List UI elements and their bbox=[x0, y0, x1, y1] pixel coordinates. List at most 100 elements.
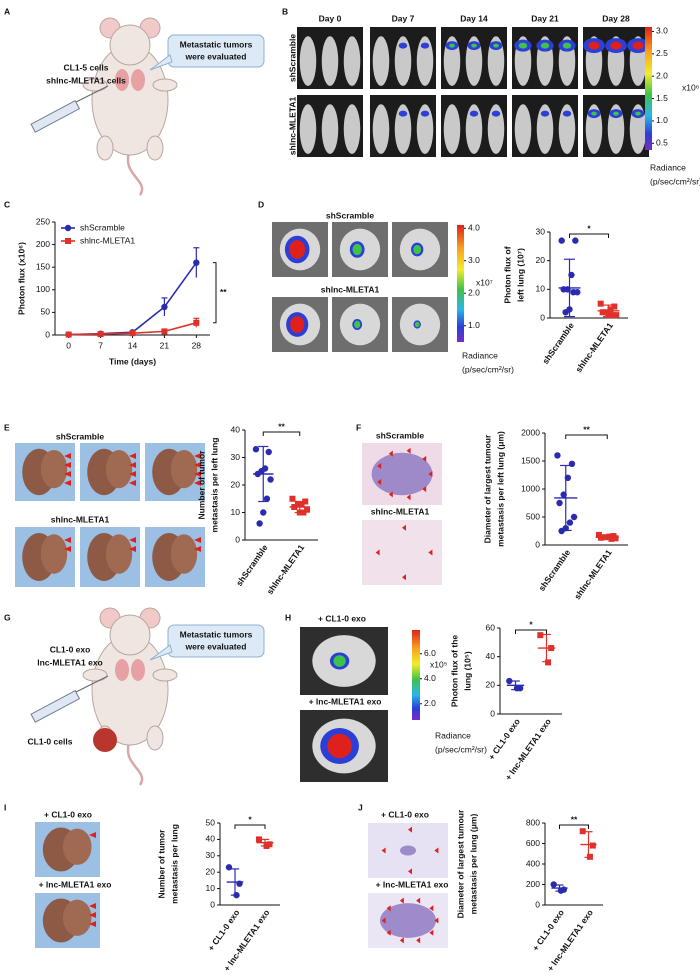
cell-label: CL1-0 cells bbox=[28, 736, 73, 746]
arrowhead bbox=[399, 937, 404, 944]
ivis-signal bbox=[449, 43, 455, 48]
colorbar-label: Radiance bbox=[650, 162, 686, 172]
ivis-signal bbox=[562, 110, 572, 117]
y-axis-label: Photon flux of bbox=[502, 246, 512, 303]
arrowhead bbox=[64, 546, 71, 552]
arrowhead bbox=[194, 480, 201, 486]
colorbar-tick-label: 3.0 bbox=[468, 255, 480, 265]
y-tick-label: 250 bbox=[36, 216, 50, 226]
cell-label: shlnc-MLETA1 cells bbox=[46, 75, 126, 85]
ivis-mouse bbox=[343, 36, 361, 86]
data-point bbox=[129, 330, 136, 337]
group-label: shScramble bbox=[376, 430, 424, 440]
data-point bbox=[607, 306, 614, 313]
x-tick-label: shlnc-MLETA1 bbox=[573, 320, 615, 374]
day-label: Day 0 bbox=[319, 13, 342, 23]
arrowhead bbox=[129, 462, 136, 468]
lung-tissue bbox=[105, 449, 133, 489]
significance-bracket bbox=[262, 431, 301, 436]
mouse-leg bbox=[152, 78, 178, 92]
data-point bbox=[161, 303, 168, 311]
y-tick-label: 10 bbox=[206, 883, 216, 893]
arrowhead bbox=[194, 471, 201, 477]
arrowhead bbox=[194, 546, 201, 552]
data-point bbox=[256, 520, 263, 527]
legend-marker bbox=[65, 238, 71, 244]
colorbar-tick-label: 1.5 bbox=[656, 93, 668, 103]
y-axis-label: metastasis per lung (μm) bbox=[468, 814, 478, 915]
panel-letter: D bbox=[258, 199, 264, 209]
ivis-signal bbox=[518, 42, 528, 49]
arrowhead bbox=[406, 494, 411, 501]
colorbar-tick-label: 4.0 bbox=[424, 673, 436, 683]
ivis-signal bbox=[613, 111, 619, 116]
y-axis-label: lung (10⁵) bbox=[462, 651, 472, 691]
colorbar-label: Radiance bbox=[435, 730, 471, 740]
y-tick-label: 40 bbox=[231, 424, 241, 434]
colorbar-scale: x10⁵ bbox=[430, 659, 447, 669]
x-tick-label: + CL1-0 exo bbox=[486, 717, 522, 762]
colorbar-tick-label: 1.0 bbox=[656, 115, 668, 125]
significance-bracket bbox=[234, 824, 266, 829]
day-label: Day 7 bbox=[392, 13, 415, 23]
y-axis-label: Photon flux (x10⁶) bbox=[16, 242, 26, 315]
ivis-mouse bbox=[299, 104, 317, 154]
mouse-head bbox=[109, 24, 151, 66]
significance-bracket bbox=[565, 434, 608, 439]
significance-label: ** bbox=[583, 424, 590, 434]
lung-signal bbox=[354, 320, 361, 329]
data-point bbox=[556, 499, 563, 507]
lung-tissue bbox=[170, 449, 198, 489]
data-point bbox=[65, 331, 72, 338]
ivis-mouse bbox=[416, 36, 434, 86]
ivis-signal bbox=[610, 41, 622, 50]
y-axis-label: left lung (10⁷) bbox=[515, 248, 525, 302]
colorbar-label: Radiance bbox=[462, 350, 498, 360]
mouse-leg bbox=[96, 135, 114, 161]
x-tick-label: shlnc-MLETA1 bbox=[572, 547, 614, 601]
data-point bbox=[570, 513, 578, 521]
colorbar-scale: x10⁷ bbox=[476, 277, 493, 287]
ivis-signal bbox=[398, 42, 408, 49]
lung-signal bbox=[289, 240, 306, 259]
arrowhead bbox=[434, 847, 439, 854]
data-point bbox=[252, 446, 260, 453]
lung-tissue bbox=[40, 449, 68, 489]
arrowhead bbox=[129, 471, 136, 477]
mouse-tail bbox=[126, 739, 144, 786]
arrowhead bbox=[89, 921, 96, 927]
y-tick-label: 0 bbox=[490, 708, 495, 718]
group-label: shScramble bbox=[326, 210, 374, 220]
y-tick-label: 0 bbox=[45, 329, 50, 339]
colorbar-tick-label: 2.0 bbox=[656, 70, 668, 80]
data-point bbox=[597, 300, 604, 307]
arrowhead bbox=[402, 574, 406, 581]
ivis-mouse bbox=[394, 104, 412, 154]
callout-box bbox=[167, 624, 265, 658]
x-tick-label: shScramble bbox=[540, 320, 576, 365]
lung-tissue bbox=[105, 534, 133, 574]
lung-signal bbox=[290, 316, 305, 333]
arrowhead bbox=[375, 549, 380, 556]
y-tick-label: 40 bbox=[486, 651, 496, 661]
significance-bracket bbox=[569, 233, 609, 238]
ivis-mouse bbox=[299, 36, 317, 86]
group-label: + CL1-0 exo bbox=[318, 613, 366, 623]
syringe bbox=[30, 690, 81, 723]
panel-letter: A bbox=[4, 6, 10, 16]
x-tick-label: shScramble bbox=[536, 547, 572, 592]
y-tick-label: 0 bbox=[210, 899, 215, 909]
data-point bbox=[260, 509, 267, 516]
y-tick-label: 20 bbox=[486, 680, 496, 690]
y-tick-label: 0 bbox=[235, 534, 240, 544]
lung-signal bbox=[414, 321, 420, 328]
arrowhead bbox=[381, 917, 386, 924]
syringe bbox=[30, 100, 81, 133]
y-tick-label: 200 bbox=[36, 239, 50, 249]
lung-signal bbox=[352, 243, 362, 256]
data-point bbox=[612, 535, 619, 542]
data-point bbox=[589, 842, 596, 849]
ivis-mouse bbox=[443, 104, 461, 154]
lung-signal bbox=[333, 655, 346, 667]
